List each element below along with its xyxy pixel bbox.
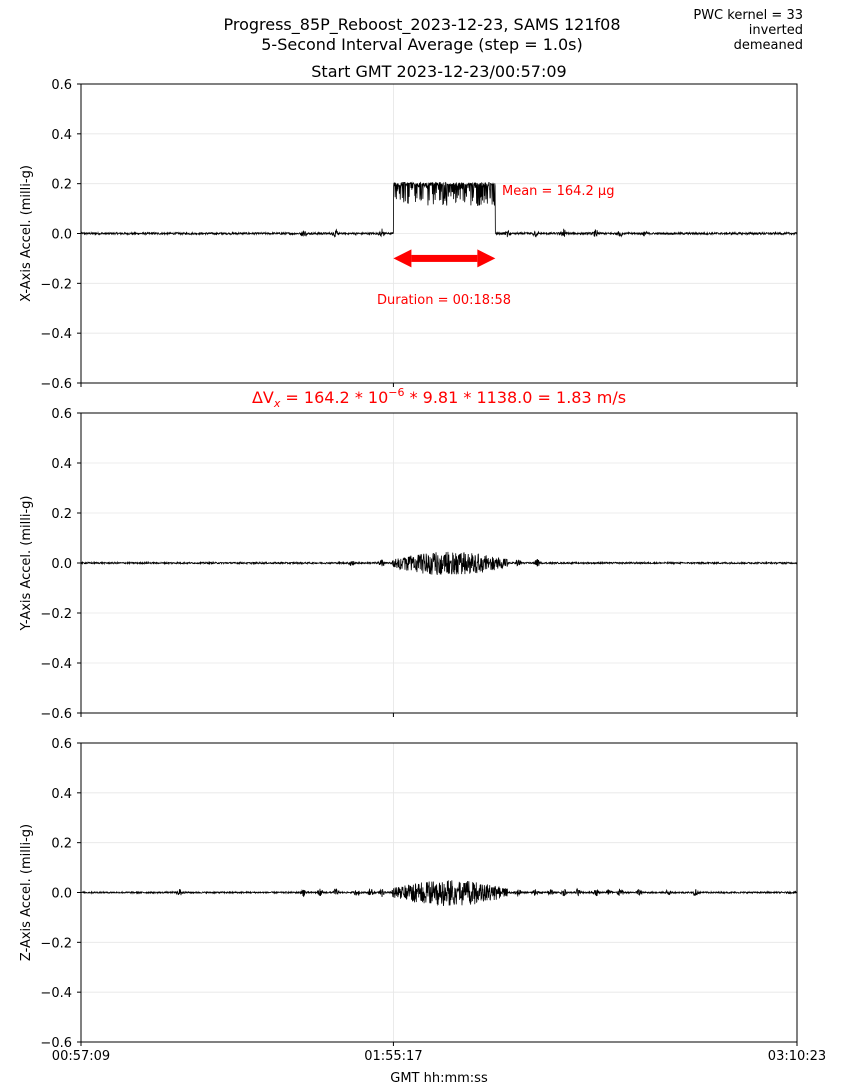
y-tick-label: −0.4 [40, 986, 72, 1001]
y-tick-label: −0.4 [40, 657, 72, 672]
delta-v-formula: ΔVx = 164.2 * 10−6 * 9.81 * 1138.0 = 1.8… [252, 386, 626, 410]
y-tick-label: 0.4 [51, 787, 72, 802]
delta-v-prefix: ΔV [252, 388, 274, 407]
y-tick-label: −0.2 [40, 607, 72, 622]
y-tick-label: 0.0 [51, 887, 72, 902]
duration-annotation: Duration = 00:18:58 [377, 293, 511, 308]
note-line-demeaned: demeaned [734, 38, 803, 53]
x-tick-label: 01:55:17 [364, 1049, 422, 1064]
y-axis-label: X-Axis Accel. (milli-g) [19, 165, 34, 302]
y-tick-label: −0.6 [40, 1036, 72, 1051]
y-tick-label: −0.2 [40, 277, 72, 292]
series-line-z [80, 880, 798, 907]
y-tick-label: −0.6 [40, 707, 72, 722]
y-tick-label: 0.6 [51, 407, 72, 422]
delta-v-part2: * 9.81 * 1138.0 = 1.83 m/s [404, 388, 626, 407]
y-axis-accel-panel: 0.6 0.4 0.2 0.0 −0.2 −0.4 −0.6 Y-Axis Accel. (m… [19, 407, 798, 722]
delta-v-subscript: x [273, 397, 281, 410]
delta-v-part1: = 164.2 * 10 [280, 388, 388, 407]
x-tick-label: 03:10:23 [768, 1049, 826, 1064]
x-axis-accel-panel: 0.6 0.4 0.2 0.0 −0.2 −0.4 −0.6 X-Axis Accel. (m… [19, 78, 798, 392]
y-tick-label: −0.2 [40, 936, 72, 951]
chart-title-line2: 5-Second Interval Average (step = 1.0s) [261, 35, 583, 54]
axes-frame [80, 742, 798, 1043]
x-axis-label: GMT hh:mm:ss [390, 1071, 488, 1086]
mean-annotation: Mean = 164.2 μg [502, 184, 614, 199]
y-tick-label: 0.2 [51, 178, 72, 193]
y-tick-label: 0.0 [51, 557, 72, 572]
y-tick-label: 0.4 [51, 457, 72, 472]
y-tick-label: 0.6 [51, 737, 72, 752]
series-line-x [80, 181, 798, 238]
y-tick-label: 0.2 [51, 507, 72, 522]
y-tick-label: −0.4 [40, 327, 72, 342]
y-axis-label: Z-Axis Accel. (milli-g) [19, 824, 34, 961]
y-tick-label: 0.4 [51, 128, 72, 143]
y-tick-label: 0.0 [51, 228, 72, 243]
delta-v-exponent: −6 [388, 386, 404, 399]
x-tick-label: 00:57:09 [52, 1049, 110, 1064]
series-line-y [80, 551, 798, 575]
axes-frame [80, 412, 798, 714]
start-gmt-label: Start GMT 2023-12-23/00:57:09 [311, 62, 566, 81]
axes-frame [80, 83, 798, 384]
duration-arrow [393, 249, 496, 268]
z-axis-accel-panel: 0.6 0.4 0.2 0.0 −0.2 −0.4 −0.6 Z-Axis Accel. (m… [19, 737, 826, 1064]
arrow-shaft [411, 254, 478, 262]
arrow-head-left [393, 249, 412, 268]
y-tick-label: 0.2 [51, 837, 72, 852]
y-axis-label: Y-Axis Accel. (milli-g) [19, 496, 34, 632]
y-tick-label: −0.6 [40, 377, 72, 392]
chart-title-line1: Progress_85P_Reboost_2023-12-23, SAMS 12… [223, 15, 620, 35]
arrow-head-right [477, 249, 496, 268]
y-tick-label: 0.6 [51, 78, 72, 93]
note-line-kernel: PWC kernel = 33 [693, 8, 803, 23]
note-line-inverted: inverted [749, 23, 803, 38]
